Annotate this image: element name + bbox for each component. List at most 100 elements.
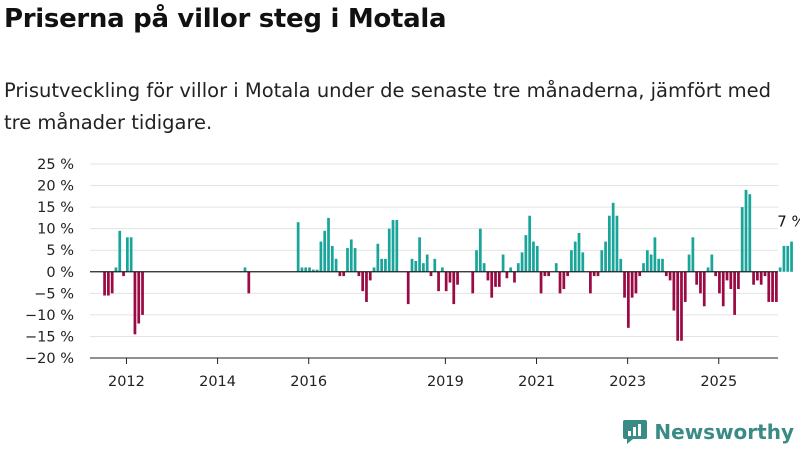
- bar: [664, 271, 668, 277]
- bar: [490, 271, 494, 298]
- bar: [683, 271, 687, 302]
- x-tick-label: 2016: [290, 374, 327, 390]
- bar: [623, 271, 626, 298]
- bar: [661, 258, 664, 272]
- bar: [353, 248, 357, 272]
- bar: [505, 271, 509, 279]
- bar: [577, 232, 581, 272]
- bar: [649, 254, 653, 272]
- chart-title: Priserna på villor steg i Motala: [4, 4, 447, 34]
- bar: [110, 271, 114, 294]
- bar: [441, 267, 444, 272]
- bar: [706, 267, 710, 272]
- bar: [744, 189, 748, 272]
- last-value-annotation: 7 %: [777, 213, 800, 231]
- bar: [721, 271, 725, 307]
- bar: [733, 271, 736, 315]
- bar: [718, 271, 721, 294]
- bar: [763, 271, 767, 277]
- newsworthy-logo-icon: [623, 420, 648, 444]
- bar: [790, 241, 793, 272]
- bar: [645, 250, 649, 272]
- bar: [395, 220, 399, 272]
- brand-name: Newsworthy: [654, 420, 794, 444]
- bar: [114, 267, 118, 272]
- bar: [642, 263, 645, 272]
- bar: [630, 271, 634, 298]
- bar: [338, 271, 342, 277]
- bar: [471, 271, 475, 294]
- bar: [418, 237, 421, 272]
- bar: [535, 245, 539, 272]
- bar: [509, 267, 513, 272]
- x-tick-label: 2025: [700, 374, 737, 390]
- bar: [141, 271, 144, 315]
- bar: [357, 271, 361, 277]
- bar: [558, 271, 562, 294]
- bar: [774, 271, 778, 302]
- bar: [456, 271, 459, 285]
- bar: [346, 248, 349, 272]
- bar: [437, 271, 440, 292]
- x-tick-label: 2014: [199, 374, 236, 390]
- bar: [387, 228, 391, 272]
- y-tick-label: −15 %: [25, 329, 74, 345]
- bar: [486, 271, 490, 281]
- bar: [737, 271, 740, 290]
- bar: [592, 271, 596, 277]
- bar: [573, 241, 577, 272]
- bar: [615, 215, 619, 272]
- bar: [129, 237, 133, 272]
- bar: [475, 250, 478, 272]
- bar: [376, 243, 380, 272]
- bar: [452, 271, 456, 305]
- y-tick-label: 25 %: [37, 157, 74, 173]
- bar: [570, 250, 573, 272]
- bar: [532, 241, 535, 272]
- bar: [137, 271, 141, 324]
- bar: [349, 239, 353, 272]
- bar: [619, 258, 623, 272]
- bar: [543, 271, 547, 277]
- bar: [752, 271, 755, 285]
- bar: [520, 252, 524, 272]
- bar: [611, 202, 615, 272]
- bar: [691, 237, 695, 272]
- bar: [668, 271, 672, 281]
- bar: [729, 271, 733, 290]
- bar: [125, 237, 129, 272]
- bar: [133, 271, 137, 335]
- bar: [634, 271, 638, 294]
- bar: [414, 261, 418, 272]
- bar: [497, 271, 501, 287]
- bar: [759, 271, 763, 285]
- bar: [687, 254, 691, 272]
- y-tick-label: −10 %: [25, 308, 74, 324]
- bar: [247, 271, 251, 294]
- bar: [725, 271, 729, 281]
- y-tick-label: 0 %: [46, 265, 74, 281]
- bar: [118, 230, 122, 272]
- bar: [547, 271, 551, 277]
- bar: [330, 245, 334, 272]
- bar: [304, 267, 308, 272]
- bar: [672, 271, 676, 311]
- bar: [311, 269, 315, 272]
- bar: [581, 252, 585, 272]
- bar: [539, 271, 543, 294]
- y-tick-label: 15 %: [37, 200, 74, 216]
- bar: [714, 271, 718, 277]
- bar: [748, 194, 752, 272]
- y-tick-label: 20 %: [37, 179, 74, 195]
- bar: [384, 258, 387, 272]
- bar: [771, 271, 774, 302]
- bar: [767, 271, 771, 302]
- bar: [448, 271, 452, 283]
- bar: [562, 271, 566, 290]
- bar: [782, 245, 786, 272]
- bar: [308, 267, 311, 272]
- bar: [756, 271, 759, 281]
- x-tick-label: 2012: [108, 374, 145, 390]
- bar: [368, 271, 372, 281]
- bar: [478, 228, 482, 272]
